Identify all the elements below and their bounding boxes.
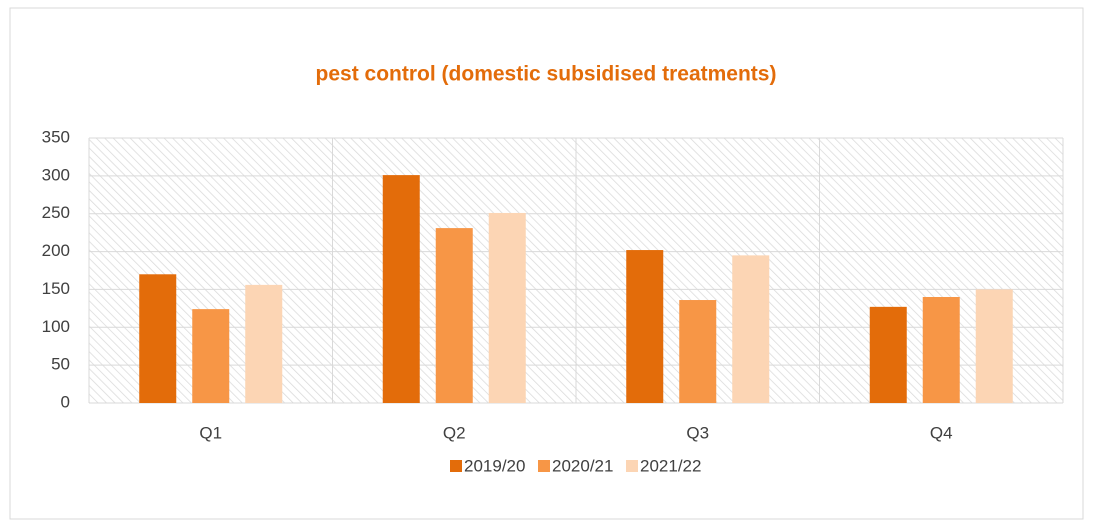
bar [626, 250, 664, 403]
bar [679, 300, 717, 403]
bar [435, 228, 473, 403]
legend-label: 2019/20 [464, 456, 525, 475]
x-tick-label: Q2 [443, 423, 466, 442]
y-tick-label: 0 [61, 392, 70, 411]
legend-swatch [538, 460, 550, 472]
bar [245, 284, 283, 403]
y-tick-label: 200 [42, 241, 70, 260]
bar [869, 306, 907, 403]
bar [488, 212, 526, 403]
bar [139, 274, 177, 403]
bar [975, 289, 1013, 403]
y-tick-label: 100 [42, 317, 70, 336]
y-tick-label: 250 [42, 203, 70, 222]
x-tick-label: Q3 [686, 423, 709, 442]
y-tick-label: 300 [42, 165, 70, 184]
x-tick-label: Q1 [199, 423, 222, 442]
x-tick-label: Q4 [930, 423, 953, 442]
y-tick-label: 350 [42, 127, 70, 146]
legend-label: 2020/21 [552, 456, 613, 475]
y-tick-label: 50 [51, 355, 70, 374]
bar [732, 255, 770, 403]
legend-swatch [626, 460, 638, 472]
chart-title: pest control (domestic subsidised treatm… [316, 63, 777, 86]
bar [382, 175, 420, 403]
bar [192, 309, 230, 403]
bar [922, 297, 960, 403]
legend-swatch [450, 460, 462, 472]
y-tick-label: 150 [42, 279, 70, 298]
legend-label: 2021/22 [640, 456, 701, 475]
